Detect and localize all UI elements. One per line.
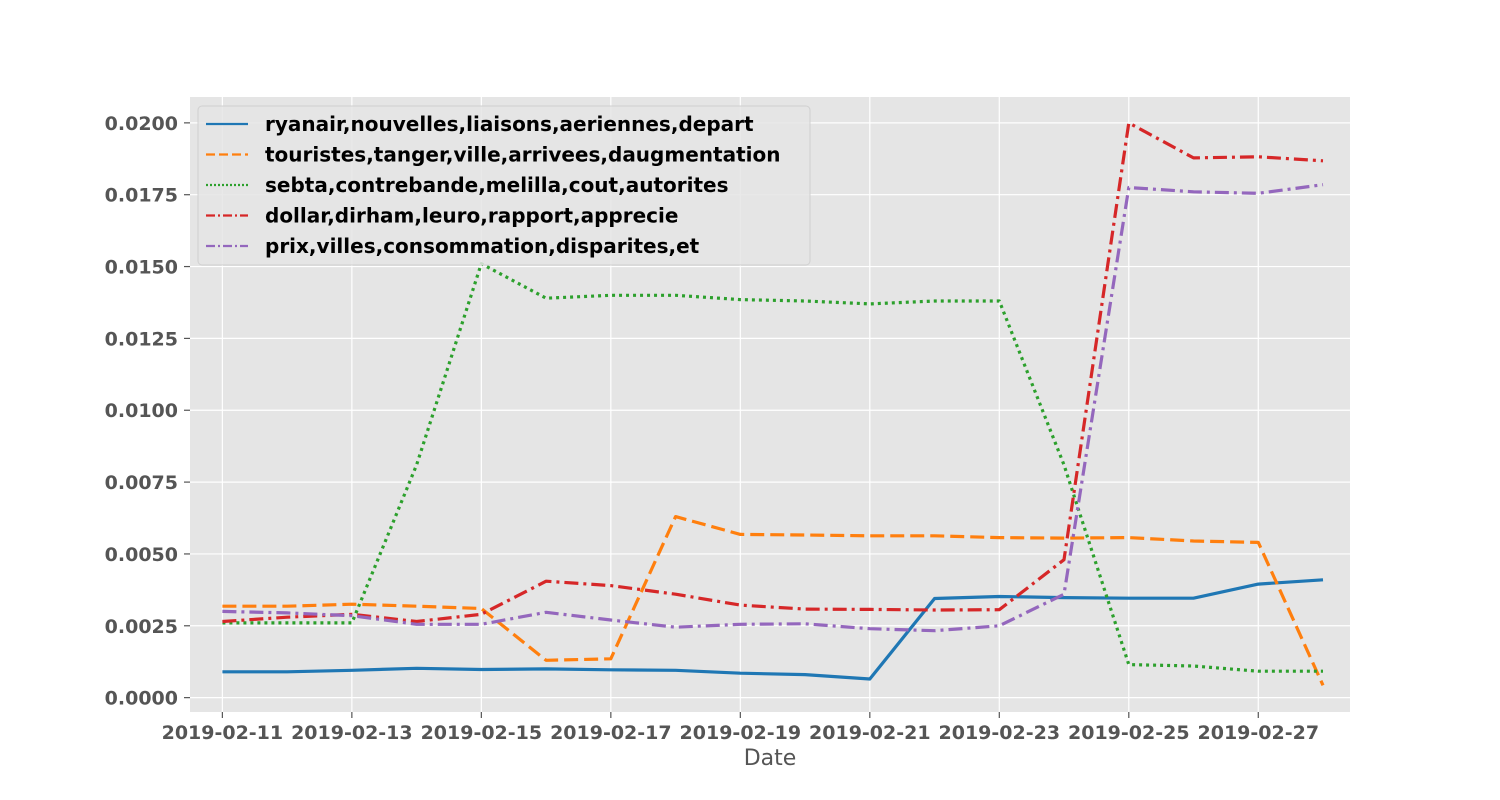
x-tick-label: 2019-02-19 bbox=[680, 722, 802, 744]
series-line bbox=[222, 121, 1324, 624]
y-tick-label: 0.0000 bbox=[105, 688, 178, 710]
x-tick-label: 2019-02-11 bbox=[162, 722, 284, 744]
y-tick-label: 0.0025 bbox=[105, 616, 178, 638]
x-tick-label: 2019-02-27 bbox=[1198, 722, 1320, 744]
series-line bbox=[222, 514, 1325, 686]
y-tick-label: 0.0200 bbox=[105, 113, 178, 135]
x-tick-label: 2019-02-21 bbox=[809, 722, 931, 744]
legend: ryanair,nouvelles,liaisons,aeriennes,dep… bbox=[197, 105, 811, 266]
x-tick-label: 2019-02-23 bbox=[939, 722, 1061, 744]
series-lines bbox=[222, 121, 1325, 686]
x-tick-label: 2019-02-25 bbox=[1068, 722, 1190, 744]
y-tick-label: 0.0075 bbox=[105, 472, 178, 494]
y-tick-label: 0.0050 bbox=[105, 544, 178, 566]
legend-entry: ryanair,nouvelles,liaisons,aeriennes,dep… bbox=[265, 112, 754, 136]
x-tick-label: 2019-02-13 bbox=[291, 722, 413, 744]
y-tick-label: 0.0125 bbox=[105, 328, 178, 350]
y-tick-label: 0.0175 bbox=[105, 185, 178, 207]
series-line bbox=[222, 262, 1323, 673]
y-axis: 0.0000 0.0025 0.0050 0.0075 0.0100 0.0125 0.01… bbox=[105, 113, 190, 710]
x-tick-label: 2019-02-15 bbox=[421, 722, 543, 744]
legend-entry: sebta,contrebande,melilla,cout,autorites bbox=[265, 173, 729, 197]
x-axis: 2019-02-11 2019-02-13 2019-02-15 2019-02-17… bbox=[162, 712, 1319, 744]
x-tick-label: 2019-02-17 bbox=[550, 722, 672, 744]
legend-entry: touristes,tanger,ville,arrivees,daugment… bbox=[265, 143, 780, 167]
legend-entry: dollar,dirham,leuro,rapport,apprecie bbox=[265, 204, 678, 228]
y-tick-label: 0.0150 bbox=[105, 257, 178, 279]
legend-box bbox=[197, 105, 811, 266]
series-line bbox=[222, 578, 1324, 681]
legend-entry: prix,villes,consommation,disparites,et bbox=[265, 234, 700, 258]
x-axis-label: Date bbox=[744, 746, 797, 771]
series-line bbox=[222, 183, 1324, 633]
y-tick-label: 0.0100 bbox=[105, 400, 178, 422]
